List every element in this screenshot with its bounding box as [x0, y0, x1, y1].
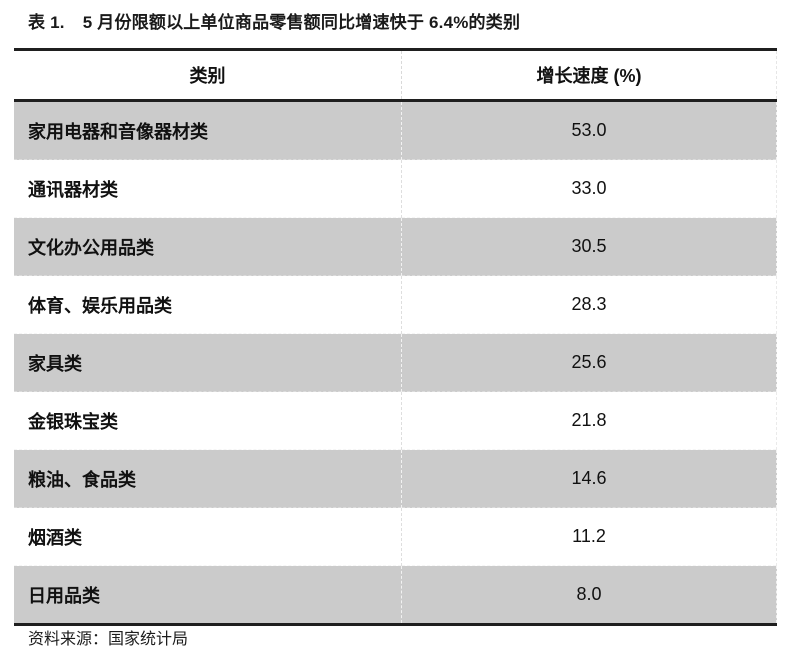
category-cell: 家用电器和音像器材类: [14, 100, 402, 160]
table-row: 粮油、食品类 14.6: [14, 449, 777, 508]
value-cell: 8.0: [401, 565, 777, 626]
source-note: 资料来源：国家统计局: [28, 631, 189, 648]
category-cell: 通讯器材类: [14, 159, 402, 218]
table-title-number: 表 1.: [28, 13, 65, 32]
category-cell: 粮油、食品类: [14, 449, 402, 508]
value-cell: 30.5: [401, 217, 777, 276]
table-row: 家用电器和音像器材类 53.0: [14, 100, 777, 160]
table-title: 表 1. 5 月份限额以上单位商品零售额同比增速快于 6.4%的类别: [28, 8, 520, 33]
growth-rate-table: 类别 增长速度 (%) 家用电器和音像器材类 53.0 通讯器材类 33.0 文化办公用…: [14, 48, 777, 626]
table-row: 体育、娱乐用品类 28.3: [14, 275, 777, 334]
table-row: 金银珠宝类 21.8: [14, 391, 777, 450]
column-header-category: 类别: [14, 48, 402, 102]
table-row: 日用品类 8.0: [14, 565, 777, 626]
category-cell: 日用品类: [14, 565, 402, 626]
value-cell: 14.6: [401, 449, 777, 508]
category-cell: 文化办公用品类: [14, 217, 402, 276]
table-title-text: 5 月份限额以上单位商品零售额同比增速快于 6.4%的类别: [82, 13, 521, 32]
value-cell: 33.0: [401, 159, 777, 218]
category-cell: 金银珠宝类: [14, 391, 402, 450]
value-cell: 25.6: [401, 333, 777, 392]
value-cell: 21.8: [401, 391, 777, 450]
value-cell: 53.0: [401, 100, 777, 160]
header-row: 类别 增长速度 (%): [14, 48, 777, 102]
table-row: 烟酒类 11.2: [14, 507, 777, 566]
category-cell: 体育、娱乐用品类: [14, 275, 402, 334]
category-cell: 烟酒类: [14, 507, 402, 566]
column-header-growth-rate: 增长速度 (%): [401, 48, 777, 102]
table-row: 文化办公用品类 30.5: [14, 217, 777, 276]
table-body: 家用电器和音像器材类 53.0 通讯器材类 33.0 文化办公用品类 30.5 体育、娱乐用…: [14, 100, 777, 626]
category-cell: 家具类: [14, 333, 402, 392]
value-cell: 28.3: [401, 275, 777, 334]
table-row: 通讯器材类 33.0: [14, 159, 777, 218]
table-header: 类别 增长速度 (%): [14, 48, 777, 102]
table-row: 家具类 25.6: [14, 333, 777, 392]
value-cell: 11.2: [401, 507, 777, 566]
